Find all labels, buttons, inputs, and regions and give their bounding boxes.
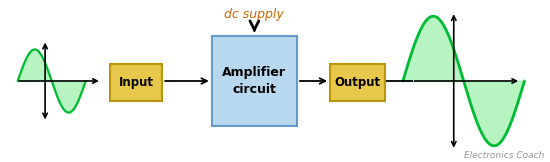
FancyBboxPatch shape (212, 36, 297, 126)
Text: dc supply: dc supply (224, 8, 284, 21)
Text: Input: Input (119, 76, 153, 89)
Text: Electronics Coach: Electronics Coach (464, 151, 544, 160)
FancyBboxPatch shape (110, 64, 162, 101)
FancyBboxPatch shape (330, 64, 385, 101)
Text: Output: Output (334, 76, 381, 89)
Text: Amplifier
circuit: Amplifier circuit (222, 66, 287, 96)
